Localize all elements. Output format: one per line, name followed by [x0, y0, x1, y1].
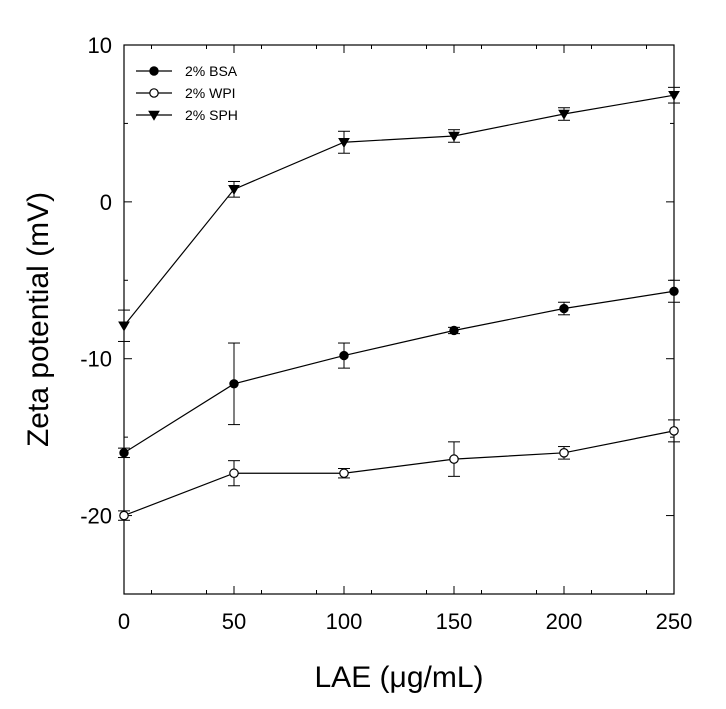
x-tick-label: 100 — [326, 609, 363, 634]
data-point — [118, 321, 130, 332]
y-tick-label: 0 — [100, 190, 112, 215]
data-point — [339, 468, 349, 479]
series-2-sph — [118, 86, 680, 342]
data-point — [448, 131, 460, 142]
legend-label: 2% WPI — [185, 85, 236, 101]
legend-marker — [148, 110, 160, 121]
data-point — [119, 448, 129, 458]
x-axis-title: LAE (μg/mL) — [315, 661, 484, 694]
legend-label: 2% BSA — [185, 63, 238, 79]
y-tick-label: 10 — [88, 33, 112, 58]
data-point — [229, 468, 239, 479]
data-point — [119, 510, 129, 521]
data-point — [228, 185, 240, 196]
legend-item: 2% BSA — [136, 63, 238, 79]
data-point — [338, 138, 350, 148]
data-point — [449, 325, 459, 336]
data-point — [558, 109, 570, 120]
x-tick-label: 200 — [546, 609, 583, 634]
data-point — [669, 286, 679, 296]
legend-item: 2% WPI — [136, 85, 236, 101]
data-point — [669, 426, 679, 436]
data-point — [559, 448, 569, 458]
y-axis-title: Zeta potential (mV) — [22, 192, 55, 447]
series-2-wpi — [118, 419, 680, 521]
series-2-bsa — [118, 279, 680, 459]
data-point — [668, 90, 680, 101]
legend-label: 2% SPH — [185, 107, 238, 123]
data-point — [449, 454, 459, 464]
legend: 2% BSA 2% WPI 2% SPH — [136, 63, 238, 123]
x-tick-label: 150 — [436, 609, 473, 634]
x-tick-label: 50 — [222, 609, 246, 634]
plot-area-frame — [123, 44, 675, 595]
legend-marker — [149, 88, 159, 98]
series-line — [123, 94, 675, 327]
legend-marker — [149, 66, 159, 76]
series-line — [123, 290, 675, 454]
data-point — [559, 303, 569, 314]
legend-item: 2% SPH — [136, 107, 238, 123]
series-line — [123, 430, 675, 517]
y-tick-label: -10 — [80, 347, 112, 372]
y-tick-label: -20 — [80, 504, 112, 529]
series-layer — [118, 86, 680, 521]
data-point — [339, 350, 349, 361]
x-tick-label: 0 — [118, 609, 130, 634]
data-point — [229, 379, 239, 389]
x-tick-label: 250 — [656, 609, 693, 634]
